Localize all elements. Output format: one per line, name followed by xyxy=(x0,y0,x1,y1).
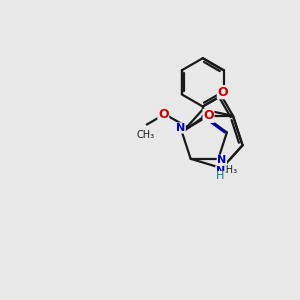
Text: O: O xyxy=(203,110,214,122)
Text: O: O xyxy=(218,85,228,99)
Text: N: N xyxy=(203,110,213,120)
Text: N: N xyxy=(216,166,225,176)
Text: N: N xyxy=(217,155,226,165)
Text: N: N xyxy=(176,123,185,133)
Text: CH₃: CH₃ xyxy=(219,165,237,175)
Text: H: H xyxy=(216,172,225,182)
Text: O: O xyxy=(158,109,169,122)
Text: CH₃: CH₃ xyxy=(136,130,155,140)
